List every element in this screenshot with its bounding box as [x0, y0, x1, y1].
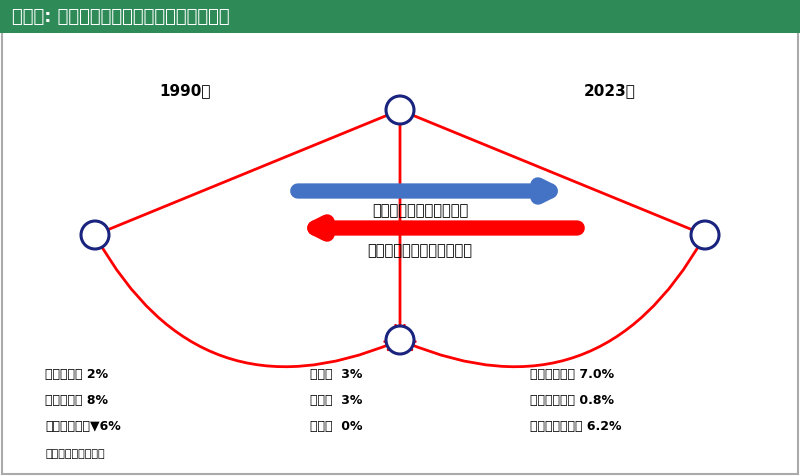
Text: 2023年: 2023年	[584, 83, 636, 99]
Text: 株式益回り 2%: 株式益回り 2%	[45, 368, 108, 381]
Text: 1990年: 1990年	[159, 83, 210, 99]
Text: 図表５: 依然負のバブル領域にある日本株式: 図表５: 依然負のバブル領域にある日本株式	[12, 8, 230, 26]
Text: スプレッド　　 6.2%: スプレッド 6.2%	[530, 420, 622, 434]
Text: 債券利回り 8%: 債券利回り 8%	[45, 395, 108, 407]
Text: 妥当値  0%: 妥当値 0%	[310, 420, 362, 434]
Circle shape	[386, 96, 414, 124]
Text: 妥当値  3%: 妥当値 3%	[310, 368, 362, 381]
Bar	[0, 0, 800, 33]
Text: 円安・インフレ・貨幣忌避: 円安・インフレ・貨幣忌避	[367, 244, 473, 258]
Text: 出所：武者リサーチ: 出所：武者リサーチ	[45, 449, 105, 459]
Text: 妥当値  3%: 妥当値 3%	[310, 395, 362, 407]
Circle shape	[691, 221, 719, 249]
Circle shape	[81, 221, 109, 249]
Text: スプレッド　▼6%: スプレッド ▼6%	[45, 420, 121, 434]
Text: 株式益回り　 7.0%: 株式益回り 7.0%	[530, 368, 614, 381]
Circle shape	[386, 326, 414, 354]
Text: 円高・デフレ・貨幣選好: 円高・デフレ・貨幣選好	[372, 204, 468, 218]
Text: 債券利回り　 0.8%: 債券利回り 0.8%	[530, 395, 614, 407]
